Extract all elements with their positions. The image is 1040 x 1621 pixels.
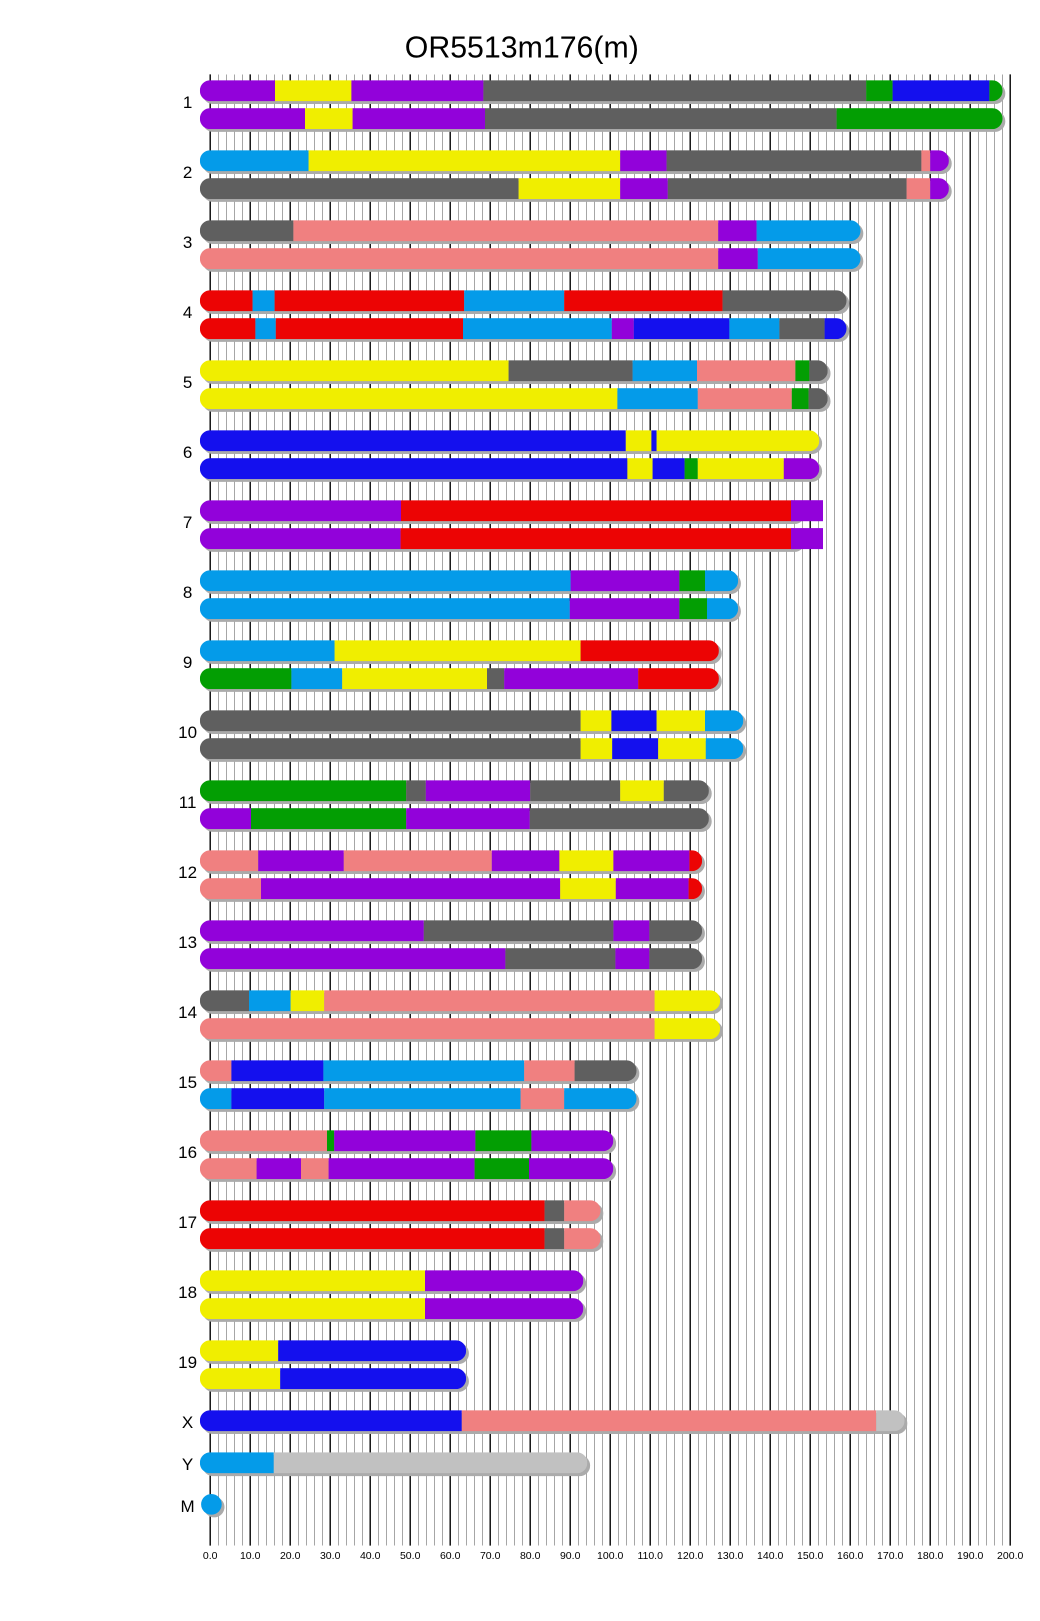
svg-text:14: 14 (178, 1003, 197, 1022)
svg-text:80.0: 80.0 (520, 1550, 541, 1562)
svg-text:150.0: 150.0 (797, 1550, 823, 1562)
svg-text:1: 1 (183, 93, 192, 112)
svg-text:12: 12 (178, 863, 197, 882)
svg-text:200.0: 200.0 (997, 1550, 1023, 1562)
svg-text:9: 9 (183, 653, 192, 672)
svg-text:6: 6 (183, 443, 192, 462)
svg-text:X: X (182, 1413, 193, 1432)
svg-text:Y: Y (182, 1455, 193, 1474)
svg-text:5: 5 (183, 373, 192, 392)
svg-text:16: 16 (178, 1143, 197, 1162)
svg-text:50.0: 50.0 (400, 1550, 421, 1562)
svg-text:OR5513m176(m): OR5513m176(m) (405, 32, 639, 65)
svg-text:19: 19 (178, 1353, 197, 1372)
svg-text:190.0: 190.0 (957, 1550, 983, 1562)
svg-text:8: 8 (183, 583, 192, 602)
svg-text:13: 13 (178, 933, 197, 952)
svg-text:7: 7 (183, 513, 192, 532)
svg-text:30.0: 30.0 (320, 1550, 341, 1562)
svg-text:130.0: 130.0 (717, 1550, 743, 1562)
svg-text:160.0: 160.0 (837, 1550, 863, 1562)
svg-text:15: 15 (178, 1073, 197, 1092)
svg-text:3: 3 (183, 233, 192, 252)
svg-text:70.0: 70.0 (480, 1550, 501, 1562)
svg-text:140.0: 140.0 (757, 1550, 783, 1562)
svg-text:170.0: 170.0 (877, 1550, 903, 1562)
svg-text:20.0: 20.0 (280, 1550, 301, 1562)
svg-text:4: 4 (183, 303, 192, 322)
svg-text:10.0: 10.0 (240, 1550, 261, 1562)
svg-text:0.0: 0.0 (203, 1550, 218, 1562)
svg-text:120.0: 120.0 (677, 1550, 703, 1562)
svg-text:180.0: 180.0 (917, 1550, 943, 1562)
svg-text:110.0: 110.0 (637, 1550, 663, 1562)
svg-text:60.0: 60.0 (440, 1550, 461, 1562)
svg-text:M: M (181, 1497, 195, 1516)
svg-text:10: 10 (178, 723, 197, 742)
svg-text:18: 18 (178, 1283, 197, 1302)
svg-text:90.0: 90.0 (560, 1550, 581, 1562)
svg-text:17: 17 (178, 1213, 197, 1232)
svg-text:100.0: 100.0 (597, 1550, 623, 1562)
svg-text:11: 11 (179, 793, 197, 812)
svg-text:40.0: 40.0 (360, 1550, 381, 1562)
svg-text:2: 2 (183, 163, 192, 182)
